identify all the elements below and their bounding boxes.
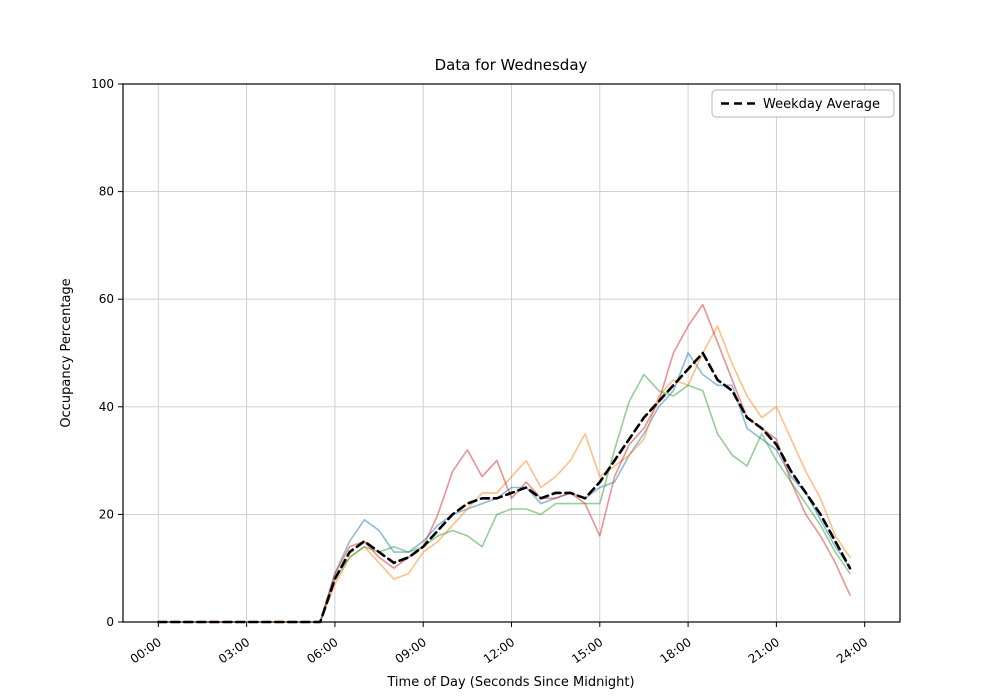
legend: Weekday Average — [711, 89, 895, 118]
day-line-orange — [157, 325, 851, 623]
x-tick-label: 12:00 — [481, 635, 517, 666]
day-line-green — [157, 373, 851, 623]
y-tick-label: 40 — [99, 400, 114, 414]
x-tick-label: 03:00 — [216, 635, 252, 666]
x-tick-label: 06:00 — [304, 635, 340, 666]
chart-title: Data for Wednesday — [435, 56, 588, 74]
x-tick-label: 15:00 — [569, 635, 605, 666]
series-lines — [157, 303, 852, 624]
x-tick-label: 09:00 — [393, 635, 429, 666]
weekday-average — [157, 351, 852, 624]
x-axis-label: Time of Day (Seconds Since Midnight) — [386, 675, 634, 690]
legend-box — [711, 89, 895, 118]
y-tick-label: 60 — [99, 292, 114, 306]
x-tick-label: 24:00 — [834, 635, 870, 666]
legend-label: Weekday Average — [763, 97, 880, 112]
y-tick-label: 0 — [106, 615, 114, 629]
y-tick-label: 100 — [91, 77, 114, 91]
x-tick-label: 18:00 — [657, 635, 693, 666]
axis-tick-marks — [118, 83, 866, 627]
y-tick-label: 20 — [99, 507, 114, 521]
x-tick-label: 21:00 — [746, 635, 782, 666]
day-line-red — [157, 303, 851, 623]
grid-lines — [123, 83, 900, 623]
axis-tick-labels: 00:00 03:00 06:00 09:00 12:00 15:00 18:00 21:00… — [91, 77, 870, 666]
y-tick-label: 80 — [99, 185, 114, 199]
x-tick-label: 00:00 — [128, 635, 164, 666]
y-axis-label: Occupancy Percentage — [59, 278, 74, 427]
